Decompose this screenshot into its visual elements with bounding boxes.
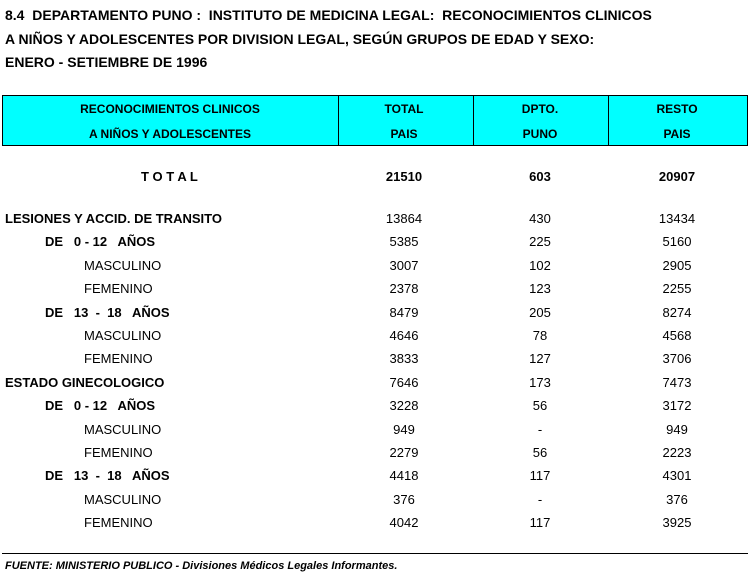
divider [473, 95, 474, 146]
cell: 4646 [389, 328, 419, 343]
title: A NIÑOS Y ADOLESCENTES POR DIVISION LEGA… [5, 31, 595, 47]
column-header: TOTAL [384, 102, 424, 116]
cell: 123 [529, 281, 551, 297]
cell: 225 [529, 234, 551, 250]
column-header: RECONOCIMIENTOS CLINICOS [80, 102, 260, 116]
row-label: MASCULINO [84, 421, 162, 437]
cell: 3172 [662, 398, 692, 414]
row-label: LESIONES Y ACCID. DE TRANSITO [5, 211, 222, 226]
footer: FUENTE: MINISTERIO PUBLICO - Divisiones … [5, 560, 398, 572]
cell: 3925 [662, 515, 692, 531]
footer-rule [2, 553, 748, 554]
cell: 2255 [662, 281, 692, 297]
title: 8.4 DEPARTAMENTO PUNO : INSTITUTO DE MED… [5, 7, 652, 23]
cell: 4568 [662, 328, 692, 343]
cell: 4042 [389, 515, 419, 531]
row-label: MASCULINO [84, 257, 162, 273]
cell: 5385 [389, 234, 419, 250]
cell: 5160 [662, 234, 692, 250]
cell: 117 [529, 468, 551, 484]
cell: 8274 [662, 304, 692, 320]
column-header: PAIS [390, 127, 418, 141]
cell: 2279 [389, 445, 419, 460]
cell: 376 [666, 491, 688, 507]
title: ENERO - SETIEMBRE DE 1996 [5, 54, 208, 70]
cell: 3706 [662, 351, 692, 367]
row-label: DE 13 - 18 AÑOS [45, 304, 170, 320]
cell: 21510 [385, 169, 423, 184]
cell: 7646 [389, 374, 419, 390]
cell: 117 [529, 515, 551, 531]
cell: 949 [666, 421, 688, 437]
row-label: DE 0 - 12 AÑOS [45, 398, 156, 414]
cell: 3007 [389, 257, 419, 273]
row-label: MASCULINO [84, 328, 162, 343]
cell: 56 [532, 445, 548, 460]
divider [608, 95, 609, 146]
cell: 8479 [389, 304, 419, 320]
cell: 603 [529, 169, 551, 184]
cell: 4301 [662, 468, 692, 484]
cell: 7473 [662, 374, 692, 390]
cell: 430 [529, 211, 551, 226]
cell: 2905 [662, 257, 692, 273]
column-header: DPTO. [521, 102, 559, 116]
cell: 173 [529, 374, 551, 390]
cell: 205 [529, 304, 551, 320]
cell: 949 [393, 421, 415, 437]
cell: 3833 [389, 351, 419, 367]
row-label: ESTADO GINECOLOGICO [5, 374, 165, 390]
cell: 13864 [385, 211, 423, 226]
cell: 20907 [658, 169, 696, 184]
cell: 13434 [658, 211, 696, 226]
cell: 2223 [662, 445, 692, 460]
row-label: FEMENINO [84, 351, 153, 367]
row-label: DE 0 - 12 AÑOS [45, 234, 156, 250]
column-header: RESTO [656, 102, 698, 116]
row-label: MASCULINO [84, 491, 162, 507]
column-header: PAIS [663, 127, 691, 141]
column-header: PUNO [522, 127, 558, 141]
column-header: A NIÑOS Y ADOLESCENTES [88, 127, 252, 141]
cell: 78 [532, 328, 548, 343]
cell: 127 [529, 351, 551, 367]
row-label: T O T A L [141, 169, 198, 184]
cell: - [537, 491, 543, 507]
table-header [2, 95, 748, 146]
row-label: FEMENINO [84, 515, 153, 531]
cell: 56 [532, 398, 548, 414]
cell: - [537, 421, 543, 437]
cell: 102 [529, 257, 551, 273]
row-label: FEMENINO [84, 445, 153, 460]
divider [338, 95, 339, 146]
cell: 376 [393, 491, 415, 507]
cell: 2378 [389, 281, 419, 297]
cell: 4418 [389, 468, 419, 484]
row-label: FEMENINO [84, 281, 153, 297]
cell: 3228 [389, 398, 419, 414]
row-label: DE 13 - 18 AÑOS [45, 468, 170, 484]
